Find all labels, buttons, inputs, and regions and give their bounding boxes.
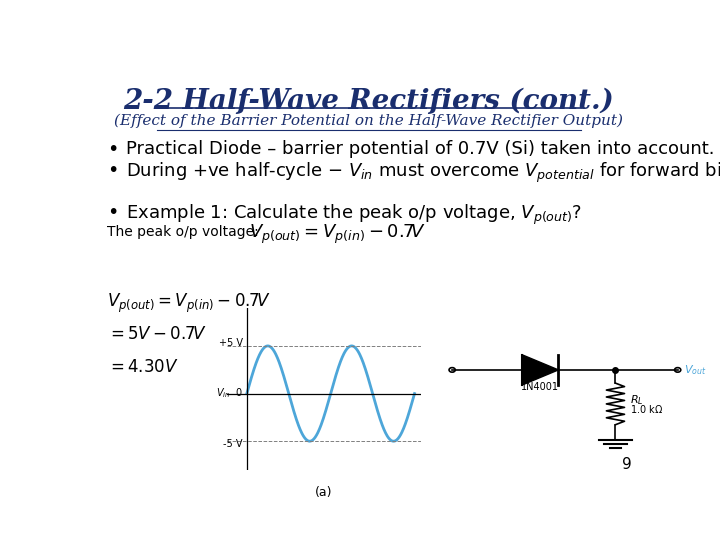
Text: -5 V: -5 V [223,439,243,449]
Text: $V_{p(out)} = V_{p(in)} - 0.7V$: $V_{p(out)} = V_{p(in)} - 0.7V$ [107,292,271,315]
Text: Example 1: Calculate the peak o/p voltage, $V_{p(out)}$?: Example 1: Calculate the peak o/p voltag… [126,203,582,227]
Text: •: • [107,203,118,222]
Text: •: • [107,140,118,159]
Text: $V_{out}$: $V_{out}$ [684,363,707,377]
Text: $V_{p(out)} = V_{p(in)} - 0.7V$: $V_{p(out)} = V_{p(in)} - 0.7V$ [249,223,426,246]
Text: (Effect of the Barrier Potential on the Half-Wave Rectifier Output): (Effect of the Barrier Potential on the … [114,114,624,129]
Polygon shape [522,355,559,385]
Text: During +ve half-cycle $-$ $V_{in}$ must overcome $V_{potential}$ for forward bia: During +ve half-cycle $-$ $V_{in}$ must … [126,161,720,185]
Text: $= 5V - 0.7V$: $= 5V - 0.7V$ [107,325,207,343]
Text: 1.0 k$\Omega$: 1.0 k$\Omega$ [630,403,663,415]
Text: $R_L$: $R_L$ [630,393,643,407]
Text: 1N4001: 1N4001 [521,382,559,392]
Text: •: • [107,161,118,180]
Text: 9: 9 [621,457,631,472]
Text: Practical Diode – barrier potential of 0.7V (Si) taken into account.: Practical Diode – barrier potential of 0… [126,140,715,158]
Text: The peak o/p voltage:: The peak o/p voltage: [107,225,258,239]
Text: $= 4.30V$: $= 4.30V$ [107,358,179,376]
Text: +5 V: +5 V [219,338,243,348]
Text: $V_{in}$  0: $V_{in}$ 0 [216,387,243,401]
Text: 2-2 Half-Wave Rectifiers (cont.): 2-2 Half-Wave Rectifiers (cont.) [124,87,614,114]
Text: (a): (a) [315,486,333,499]
